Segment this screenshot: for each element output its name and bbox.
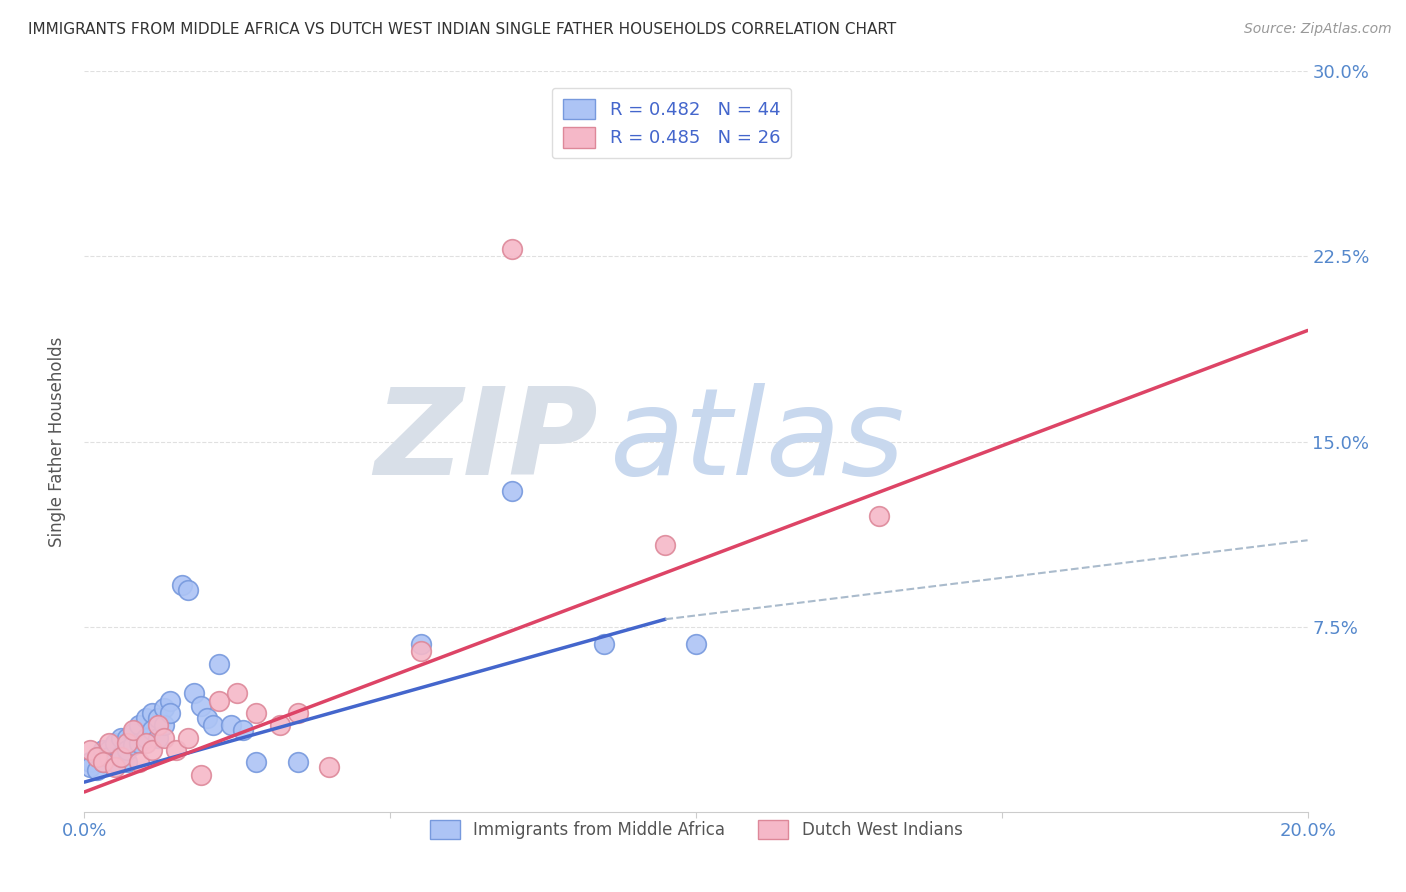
Point	[190, 698, 212, 713]
Point	[115, 743, 138, 757]
Point	[409, 637, 432, 651]
Point	[159, 706, 181, 720]
Text: atlas: atlas	[610, 383, 905, 500]
Point	[208, 657, 231, 671]
Point	[153, 731, 176, 745]
Text: ZIP: ZIP	[374, 383, 598, 500]
Point	[128, 718, 150, 732]
Point	[79, 743, 101, 757]
Point	[86, 763, 108, 777]
Point	[153, 718, 176, 732]
Point	[146, 718, 169, 732]
Point	[128, 756, 150, 770]
Point	[654, 538, 676, 552]
Point	[201, 718, 224, 732]
Point	[153, 701, 176, 715]
Point	[502, 242, 524, 256]
Point	[165, 743, 187, 757]
Point	[141, 723, 163, 738]
Point	[245, 706, 267, 720]
Point	[146, 711, 169, 725]
Point	[91, 756, 114, 770]
Text: IMMIGRANTS FROM MIDDLE AFRICA VS DUTCH WEST INDIAN SINGLE FATHER HOUSEHOLDS CORR: IMMIGRANTS FROM MIDDLE AFRICA VS DUTCH W…	[28, 22, 897, 37]
Point	[287, 706, 309, 720]
Point	[104, 756, 127, 770]
Point	[110, 747, 132, 762]
Point	[79, 756, 101, 770]
Point	[685, 637, 707, 651]
Point	[86, 750, 108, 764]
Legend: Immigrants from Middle Africa, Dutch West Indians: Immigrants from Middle Africa, Dutch Wes…	[422, 812, 970, 847]
Point	[159, 694, 181, 708]
Point	[97, 736, 120, 750]
Point	[86, 750, 108, 764]
Point	[115, 736, 138, 750]
Point	[135, 731, 157, 745]
Point	[97, 743, 120, 757]
Point	[219, 718, 242, 732]
Point	[245, 756, 267, 770]
Point	[91, 756, 114, 770]
Point	[172, 577, 194, 591]
Point	[104, 760, 127, 774]
Point	[269, 718, 291, 732]
Point	[104, 736, 127, 750]
Point	[79, 760, 101, 774]
Point	[409, 644, 432, 658]
Point	[318, 760, 340, 774]
Point	[97, 750, 120, 764]
Point	[502, 483, 524, 498]
Point	[128, 736, 150, 750]
Point	[91, 743, 114, 757]
Y-axis label: Single Father Households: Single Father Households	[48, 336, 66, 547]
Point	[141, 706, 163, 720]
Point	[146, 731, 169, 745]
Point	[232, 723, 254, 738]
Point	[122, 738, 145, 752]
Point	[208, 694, 231, 708]
Point	[177, 731, 200, 745]
Point	[135, 711, 157, 725]
Point	[190, 767, 212, 781]
Point	[115, 756, 138, 770]
Point	[115, 731, 138, 745]
Point	[593, 637, 616, 651]
Point	[141, 743, 163, 757]
Text: Source: ZipAtlas.com: Source: ZipAtlas.com	[1244, 22, 1392, 37]
Point	[110, 750, 132, 764]
Point	[122, 723, 145, 738]
Point	[122, 725, 145, 739]
Point	[110, 731, 132, 745]
Point	[183, 686, 205, 700]
Point	[135, 736, 157, 750]
Point	[226, 686, 249, 700]
Point	[177, 582, 200, 597]
Point	[195, 711, 218, 725]
Point	[869, 508, 891, 523]
Point	[287, 756, 309, 770]
